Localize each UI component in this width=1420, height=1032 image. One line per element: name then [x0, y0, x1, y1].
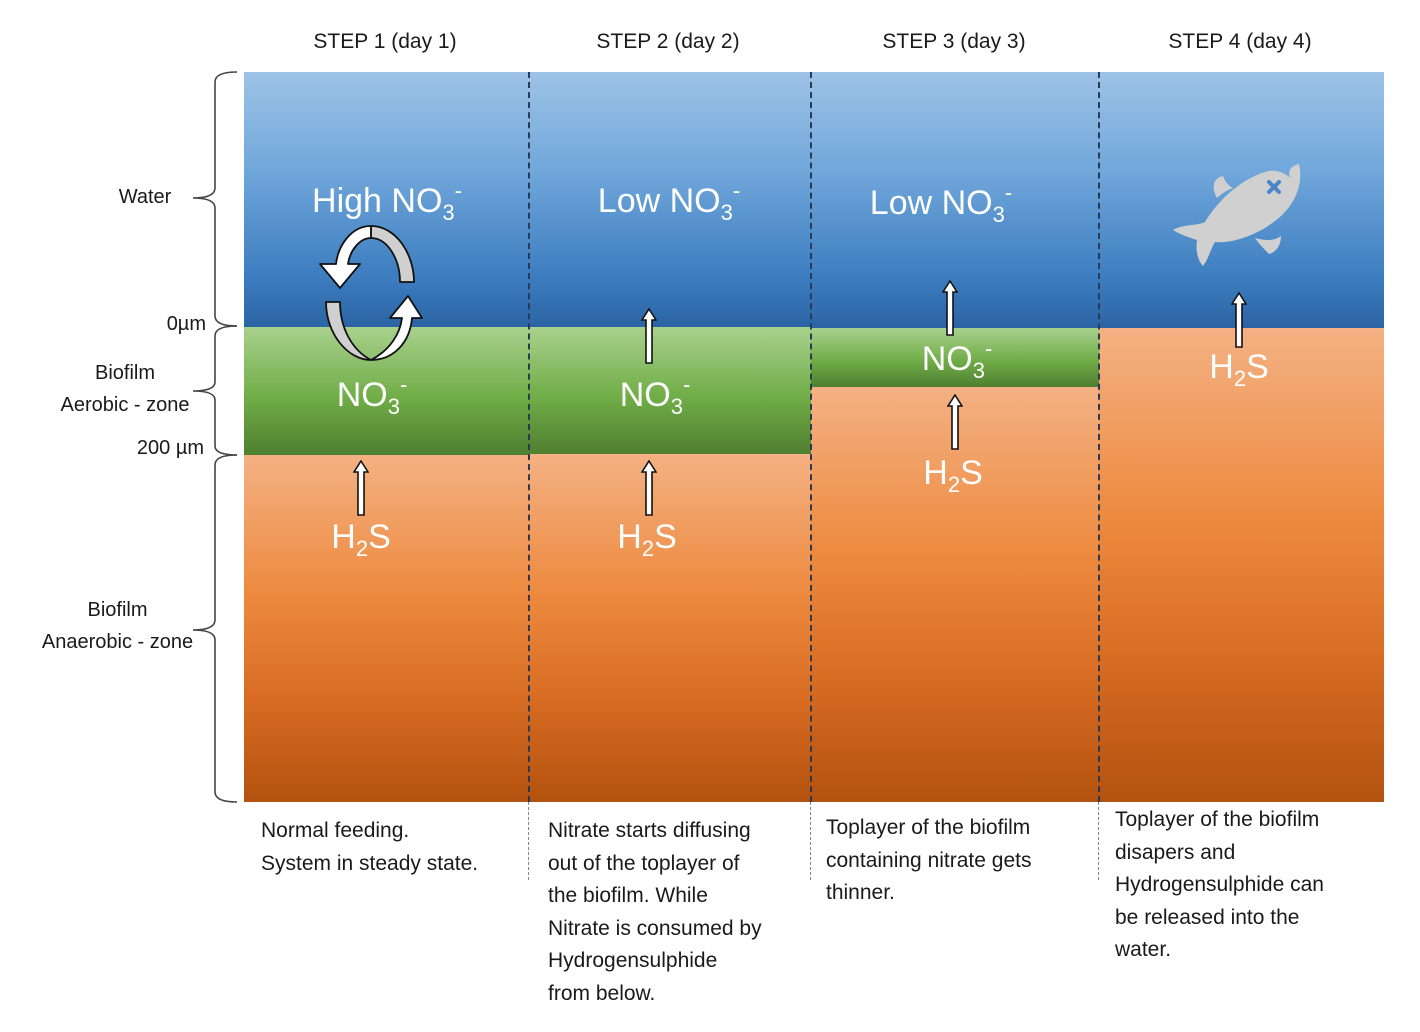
h2s-label: H2S	[1209, 348, 1269, 391]
up-arrow-icon	[1231, 292, 1247, 348]
step-2-panel: Low NO3- NO3- H2S	[529, 72, 811, 802]
step-3-title: STEP 3 (day 3)	[882, 30, 1026, 53]
water-nitrate-label: Low NO3-	[597, 178, 741, 225]
description-line: Toplayer of the biofilm	[1115, 808, 1320, 831]
top-arc-white	[319, 225, 372, 289]
zone-label-200-um: 200 µm	[136, 437, 204, 459]
step-3-description: Toplayer of the biofilm containing nitrat…	[826, 812, 1094, 910]
up-arrow-icon	[641, 308, 657, 364]
divider-2-3-lower	[810, 802, 811, 880]
anaerobic-layer	[529, 454, 811, 802]
zone-label-zero-um: 0µm	[166, 313, 206, 335]
description-line: disapers and	[1115, 840, 1236, 864]
zone-label-water: Water	[118, 186, 172, 208]
anaerobic-brace	[192, 454, 238, 803]
description-line: Nitrate is consumed by	[548, 916, 762, 940]
step-1-description: Normal feeding. System in steady state.	[261, 815, 526, 880]
anaerobic-layer	[244, 455, 529, 802]
description-line: Hydrogensulphide	[548, 949, 718, 972]
description-line: Toplayer of the biofilm	[826, 816, 1031, 839]
circular-exchange-arrows-icon	[319, 225, 423, 361]
description-line: from below.	[548, 981, 656, 1005]
water-nitrate-label: High NO3-	[312, 178, 462, 225]
water-layer	[811, 72, 1099, 328]
divider-2-3	[810, 72, 812, 802]
water-layer	[244, 72, 529, 327]
description-line: the biofilm. While	[548, 884, 708, 907]
h2s-label: H2S	[923, 454, 983, 497]
description-line: System in steady state.	[261, 851, 479, 875]
aerobic-layer	[811, 328, 1099, 387]
anaerobic-line-2: Anaerobic - zone	[41, 631, 194, 653]
aerobic-line-2: Aerobic - zone	[60, 394, 190, 416]
up-arrow-icon	[353, 460, 369, 516]
description-line: containing nitrate gets	[826, 848, 1032, 872]
step-4-title: STEP 4 (day 4)	[1168, 30, 1312, 53]
water-nitrate-label: Low NO3-	[869, 180, 1013, 227]
anaerobic-layer	[1099, 328, 1384, 802]
description-line: Nitrate starts diffusing	[548, 819, 751, 842]
bottom-arc-grey	[325, 301, 372, 361]
dead-fish-icon	[1173, 164, 1301, 266]
biofilm-nitrate-label: NO3-	[921, 336, 993, 383]
top-arc-grey	[370, 225, 415, 283]
biofilm-nitrate-label: NO3-	[336, 372, 408, 419]
up-arrow-icon	[641, 460, 657, 516]
step-3-panel: Low NO3- NO3- H2S	[811, 72, 1099, 802]
description-line: be released into the	[1115, 905, 1300, 929]
zone-braces	[192, 71, 238, 803]
description-line: water.	[1115, 938, 1172, 961]
divider-1-2	[528, 72, 530, 802]
water-layer	[529, 72, 811, 327]
anaerobic-line-1: Biofilm	[87, 599, 148, 621]
h2s-label: H2S	[331, 518, 391, 561]
step-2-description: Nitrate starts diffusing out of the topla…	[548, 815, 810, 1010]
zone-label-aerobic: Biofilm Aerobic - zone	[40, 357, 210, 421]
biofilm-nitrate-label: NO3-	[619, 372, 691, 419]
divider-3-4-lower	[1098, 802, 1099, 880]
divider-3-4	[1098, 72, 1100, 802]
aerobic-brace	[192, 325, 238, 456]
step-1-panel: High NO3- NO3- H2S	[244, 72, 529, 802]
bottom-arc-white	[370, 295, 423, 361]
up-arrow-icon	[947, 394, 963, 450]
description-line: Normal feeding.	[261, 819, 410, 842]
step-1-title: STEP 1 (day 1)	[313, 30, 457, 53]
description-line: thinner.	[826, 881, 895, 904]
description-line: out of the toplayer of	[548, 851, 740, 875]
aerobic-layer	[529, 327, 811, 454]
anaerobic-layer	[811, 387, 1099, 802]
water-brace	[192, 71, 238, 327]
aerobic-line-1: Biofilm	[94, 362, 155, 384]
zone-label-anaerobic: Biofilm Anaerobic - zone	[20, 594, 215, 658]
step-2-title: STEP 2 (day 2)	[596, 30, 740, 53]
up-arrow-icon	[942, 280, 958, 336]
description-line: Hydrogensulphide can	[1115, 873, 1324, 896]
step-4-panel: H2S	[1099, 72, 1384, 802]
h2s-label: H2S	[617, 518, 677, 561]
divider-1-2-lower	[528, 802, 529, 880]
step-4-description: Toplayer of the biofilm disapers and Hydro…	[1115, 804, 1405, 967]
